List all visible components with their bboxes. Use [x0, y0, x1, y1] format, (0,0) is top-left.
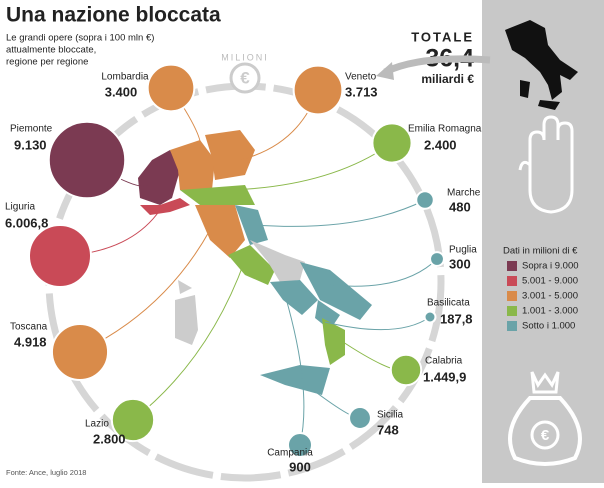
value-label: 9.130 [14, 137, 47, 152]
value-label: 748 [377, 422, 399, 437]
bubble [146, 63, 196, 113]
region-name: Puglia [449, 245, 477, 256]
bubble [389, 353, 423, 387]
value-label: 900 [289, 459, 311, 474]
bubble [348, 406, 372, 430]
legend-label: Sopra i 9.000 [522, 261, 579, 272]
bubble [110, 397, 156, 443]
bubble [50, 322, 110, 382]
value-label: 3.400 [105, 84, 138, 99]
region-name: Sicilia [377, 410, 404, 421]
bubble [415, 190, 435, 210]
legend-label: 5.001 - 9.000 [522, 276, 578, 287]
ring-label: MILIONI [221, 52, 269, 62]
legend-swatch [507, 261, 517, 271]
connector [329, 258, 438, 287]
subtitle: regione per regione [6, 57, 88, 68]
italy-icon [505, 20, 578, 110]
region-name: Emilia Romagna [408, 124, 482, 135]
hand-icon [518, 115, 574, 214]
region-name: Toscana [10, 322, 48, 333]
crown-icon [530, 371, 560, 394]
bag-euro [530, 420, 560, 450]
value-label: 1.449,9 [423, 369, 466, 384]
region-name: Piemonte [10, 124, 53, 135]
bubble [27, 223, 93, 289]
region-name: Liguria [5, 202, 35, 213]
bag-icon [508, 396, 582, 466]
chart-title: Una nazione bloccata [6, 4, 221, 27]
bubble [47, 120, 127, 200]
region-name: Basilicata [427, 298, 470, 309]
total-arrow-head [376, 62, 394, 80]
region-name: Calabria [425, 356, 463, 367]
side-panel [482, 0, 604, 483]
region-name: Lazio [85, 419, 109, 430]
region-name: Campania [267, 448, 313, 459]
total-label: TOTALE [411, 29, 474, 44]
value-label: 3.713 [345, 84, 378, 99]
value-label: 187,8 [440, 311, 473, 326]
source: Fonte: Ance, luglio 2018 [6, 468, 86, 477]
bubble [423, 310, 437, 324]
bubble [429, 251, 445, 267]
region-name: Marche [447, 188, 481, 199]
map [138, 130, 372, 395]
legend-swatch [507, 306, 517, 316]
subtitle: attualmente bloccate, [6, 45, 96, 56]
value-label: 300 [449, 256, 471, 271]
subtitle: Le grandi opere (sopra i 100 mln €) [6, 33, 154, 44]
region-name: Veneto [345, 72, 377, 83]
value-label: 6.006,8 [5, 215, 48, 230]
value-label: 480 [449, 199, 471, 214]
connector [324, 316, 431, 331]
value-label: 2.400 [424, 137, 457, 152]
legend-title: Dati in milioni di € [503, 246, 578, 257]
region-name: Lombardia [101, 72, 149, 83]
connector [132, 259, 246, 421]
connector [254, 199, 426, 227]
total-arrow [383, 55, 491, 76]
euro-icon-text: € [240, 68, 250, 87]
bubble [287, 432, 313, 458]
value-label: 2.800 [93, 431, 126, 446]
legend-swatch [507, 276, 517, 286]
bubble [371, 122, 413, 164]
bubble [292, 64, 344, 116]
value-label: 4.918 [14, 334, 47, 349]
legend-label: Sotto i 1.000 [522, 321, 575, 332]
total-unit: miliardi € [421, 72, 474, 86]
euro-icon [229, 62, 261, 94]
connector [284, 294, 305, 446]
legend-label: 1.001 - 3.000 [522, 306, 578, 317]
bag-euro-text: € [541, 427, 550, 444]
legend-swatch [507, 291, 517, 301]
legend-swatch [507, 321, 517, 331]
legend-label: 3.001 - 5.000 [522, 291, 578, 302]
